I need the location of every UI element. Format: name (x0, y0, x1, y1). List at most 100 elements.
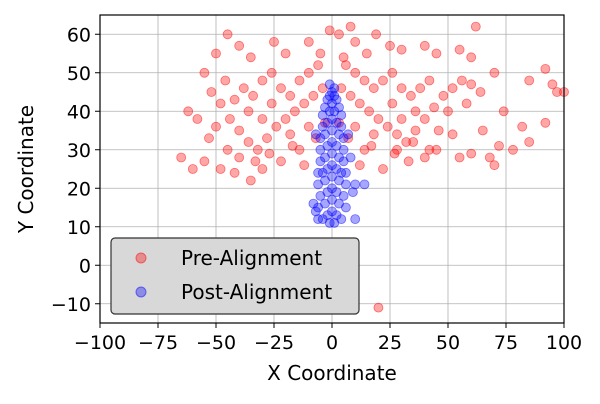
x-tick-label: 25 (378, 332, 402, 354)
pre-alignment-point (408, 137, 419, 147)
pre-alignment-point (245, 52, 256, 63)
pre-alignment-point (466, 148, 477, 159)
post-alignment-point (317, 110, 328, 120)
pre-alignment-point (385, 40, 395, 51)
pre-alignment-point (547, 79, 558, 90)
pre-alignment-point (454, 44, 465, 55)
pre-alignment-point (364, 106, 375, 117)
post-alignment-point (345, 152, 356, 163)
post-alignment-point (340, 202, 351, 213)
pre-alignment-point (313, 60, 324, 70)
x-tick-label: −25 (254, 332, 294, 354)
pre-alignment-point (252, 144, 263, 155)
pre-alignment-point (285, 90, 296, 101)
pre-alignment-point (220, 75, 231, 86)
pre-alignment-point (396, 114, 407, 124)
pre-alignment-point (354, 160, 365, 171)
post-alignment-point (338, 190, 349, 201)
pre-alignment-point (392, 129, 402, 140)
pre-alignment-point (378, 75, 388, 86)
pre-alignment-point (229, 167, 240, 178)
legend-marker-post-alignment (135, 286, 147, 298)
pre-alignment-point (366, 140, 377, 151)
pre-alignment-point (466, 52, 477, 63)
pre-alignment-point (456, 75, 467, 86)
pre-alignment-point (494, 140, 504, 151)
post-alignment-point (313, 179, 324, 190)
pre-alignment-point (211, 48, 221, 59)
pre-alignment-point (410, 106, 421, 117)
legend-label-post-alignment: Post-Alignment (181, 280, 332, 304)
pre-alignment-point (540, 117, 551, 128)
pre-alignment-point (224, 114, 235, 124)
y-tick-label: 0 (79, 255, 91, 277)
pre-alignment-point (243, 106, 254, 117)
post-alignment-point (315, 144, 326, 155)
post-alignment-point (359, 179, 370, 190)
x-axis-title: X Coordinate (267, 361, 397, 385)
pre-alignment-point (477, 125, 488, 136)
pre-alignment-point (234, 125, 245, 136)
pre-alignment-point (470, 21, 481, 32)
pre-alignment-point (438, 90, 449, 101)
post-alignment-point (324, 79, 335, 90)
pre-alignment-point (280, 114, 291, 124)
pre-alignment-point (431, 144, 442, 155)
pre-alignment-point (461, 98, 472, 109)
pre-alignment-point (243, 137, 254, 147)
post-alignment-point (313, 167, 324, 178)
pre-alignment-point (368, 83, 379, 94)
pre-alignment-point (204, 133, 214, 144)
pre-alignment-point (215, 164, 226, 174)
pre-alignment-point (176, 152, 187, 163)
pre-alignment-point (419, 114, 430, 124)
pre-alignment-point (405, 90, 416, 101)
pre-alignment-point (183, 106, 194, 117)
pre-alignment-point (489, 67, 500, 78)
pre-alignment-point (289, 106, 300, 117)
pre-alignment-point (382, 121, 393, 132)
pre-alignment-point (433, 125, 444, 136)
pre-alignment-point (285, 129, 296, 140)
pre-alignment-point (192, 114, 203, 124)
pre-alignment-point (396, 44, 407, 55)
pre-alignment-point (350, 37, 361, 47)
pre-alignment-point (229, 94, 240, 105)
pre-alignment-point (276, 156, 286, 167)
pre-alignment-point (234, 40, 245, 51)
pre-alignment-point (345, 90, 356, 101)
pre-alignment-point (340, 60, 351, 70)
post-alignment-point (338, 144, 349, 155)
y-tick-label: 40 (67, 101, 91, 123)
pre-alignment-point (484, 152, 495, 163)
pre-alignment-point (248, 90, 259, 101)
pre-alignment-point (276, 83, 286, 94)
pre-alignment-point (336, 83, 347, 94)
pre-alignment-point (269, 37, 279, 47)
pre-alignment-point (443, 106, 453, 117)
pre-alignment-point (350, 121, 361, 132)
post-alignment-point (336, 121, 347, 132)
pre-alignment-point (419, 152, 430, 163)
pre-alignment-point (354, 98, 365, 109)
pre-alignment-point (257, 114, 268, 124)
post-alignment-point (315, 190, 326, 201)
pre-alignment-point (238, 83, 249, 94)
post-alignment-point (329, 217, 340, 228)
post-alignment-point (315, 156, 326, 167)
pre-alignment-point (262, 133, 272, 144)
pre-alignment-point (368, 129, 379, 140)
pre-alignment-point (303, 37, 314, 47)
pre-alignment-point (308, 90, 319, 101)
pre-alignment-point (245, 175, 256, 186)
pre-alignment-point (403, 156, 414, 167)
pre-alignment-point (257, 75, 268, 86)
y-tick-label: −10 (51, 294, 91, 316)
post-alignment-point (310, 206, 321, 217)
pre-alignment-point (552, 87, 562, 97)
pre-alignment-point (299, 160, 310, 171)
post-alignment-point (340, 167, 351, 178)
pre-alignment-point (419, 40, 430, 51)
